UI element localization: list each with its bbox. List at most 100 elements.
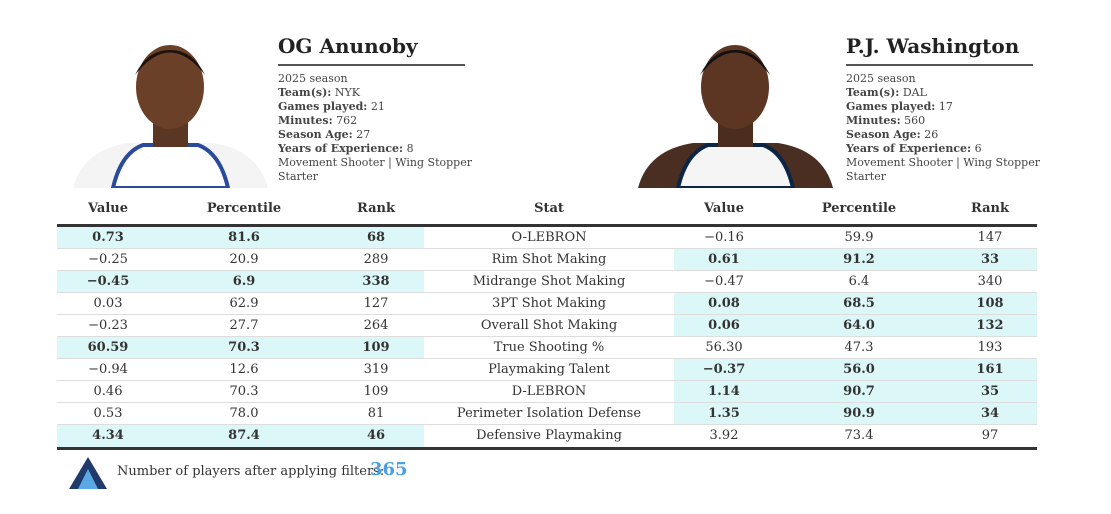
row-rule — [57, 402, 1037, 403]
table-cell: −0.16 — [704, 230, 744, 245]
detail-label: Years of Experience: — [846, 142, 972, 155]
table-cell: 1.35 — [708, 406, 740, 421]
highlight — [674, 249, 1037, 271]
roles: Movement Shooter | Wing Stopper — [278, 156, 472, 169]
table-cell: Rim Shot Making — [491, 252, 607, 267]
table-cell: O-LEBRON — [511, 230, 587, 245]
detail-value: 27 — [352, 128, 371, 141]
table-cell: 147 — [977, 230, 1003, 245]
header-rule — [57, 224, 1037, 227]
detail-value: 762 — [332, 114, 358, 127]
detail-label: Games played: — [278, 100, 368, 113]
table-cell: 62.9 — [229, 296, 259, 311]
table-cell: 27.7 — [229, 318, 259, 333]
table-cell: −0.37 — [702, 362, 746, 377]
highlight — [57, 227, 424, 249]
table-cell: 12.6 — [229, 362, 259, 377]
highlight — [674, 359, 1037, 381]
site-logo — [69, 457, 107, 489]
player-count: 365 — [370, 459, 408, 480]
status: Starter — [278, 170, 318, 183]
table-cell: 56.0 — [843, 362, 875, 377]
table-cell: Perimeter Isolation Defense — [456, 406, 642, 421]
table-cell: 70.3 — [229, 384, 259, 399]
table-cell: 81 — [367, 406, 385, 421]
detail: Games played: 21 — [278, 100, 385, 114]
table-cell: 6.9 — [232, 274, 256, 289]
table-cell: 68.5 — [843, 296, 875, 311]
table-cell: 97 — [981, 428, 999, 443]
table-cell: −0.25 — [88, 252, 128, 267]
row-rule — [57, 336, 1037, 337]
table-cell: −0.23 — [88, 318, 128, 333]
detail-label: Minutes: — [846, 114, 901, 127]
table-cell: 0.06 — [708, 318, 740, 333]
row-rule — [57, 380, 1037, 381]
table-cell: −0.94 — [88, 362, 128, 377]
table-cell: 319 — [363, 362, 389, 377]
name-underline — [846, 64, 1033, 66]
detail-value: 6 — [971, 142, 982, 155]
table-cell: 0.73 — [92, 230, 124, 245]
table-cell: 0.46 — [93, 384, 123, 399]
table-cell: 6.4 — [848, 274, 870, 289]
table-cell: −0.47 — [704, 274, 744, 289]
table-cell: 4.34 — [92, 428, 124, 443]
highlight — [674, 293, 1037, 315]
highlight — [57, 271, 424, 293]
season: 2025 season — [278, 72, 348, 85]
column-header: Stat — [534, 201, 564, 216]
detail-label: Games played: — [846, 100, 936, 113]
table-cell: Playmaking Talent — [488, 362, 610, 377]
table-cell: 64.0 — [843, 318, 875, 333]
row-rule — [57, 314, 1037, 315]
highlight — [57, 337, 424, 359]
table-cell: 56.30 — [705, 340, 743, 355]
detail: Years of Experience: 8 — [278, 142, 414, 156]
table-cell: 20.9 — [229, 252, 259, 267]
footer-text: Number of players after applying filters… — [117, 464, 385, 479]
table-cell: 78.0 — [229, 406, 259, 421]
table-cell: Midrange Shot Making — [472, 274, 626, 289]
table-cell: 0.08 — [708, 296, 740, 311]
table-cell: True Shooting % — [493, 340, 605, 355]
detail-value: 26 — [920, 128, 939, 141]
table-cell: 33 — [980, 252, 1000, 267]
detail: Season Age: 26 — [846, 128, 938, 142]
table-cell: 91.2 — [843, 252, 875, 267]
row-rule — [57, 358, 1037, 359]
bottom-rule — [57, 447, 1037, 450]
season: 2025 season — [846, 72, 916, 85]
table-cell: 340 — [977, 274, 1003, 289]
detail-label: Years of Experience: — [278, 142, 404, 155]
detail-label: Team(s): — [846, 86, 900, 99]
detail-value: NYK — [331, 86, 360, 99]
table-cell: 0.03 — [93, 296, 123, 311]
roles: Movement Shooter | Wing Stopper — [846, 156, 1040, 169]
table-cell: 1.14 — [708, 384, 740, 399]
detail: Team(s): NYK — [278, 86, 360, 100]
table-cell: 108 — [976, 296, 1004, 311]
detail-label: Team(s): — [278, 86, 332, 99]
table-cell: 68 — [366, 230, 386, 245]
highlight — [57, 425, 424, 447]
name-underline — [278, 64, 465, 66]
highlight — [674, 315, 1037, 337]
table-cell: 109 — [362, 340, 390, 355]
table-cell: 264 — [363, 318, 389, 333]
table-cell: 47.3 — [844, 340, 874, 355]
highlight — [674, 403, 1037, 425]
detail: Team(s): DAL — [846, 86, 927, 100]
column-header: Percentile — [206, 201, 282, 216]
detail-label: Season Age: — [278, 128, 353, 141]
detail-label: Season Age: — [846, 128, 921, 141]
detail: Season Age: 27 — [278, 128, 370, 142]
table-cell: 35 — [980, 384, 1000, 399]
table-cell: 60.59 — [87, 340, 129, 355]
row-rule — [57, 424, 1037, 425]
table-cell: 3.92 — [709, 428, 739, 443]
table-cell: Defensive Playmaking — [476, 428, 622, 443]
table-cell: 81.6 — [228, 230, 260, 245]
column-header: Percentile — [821, 201, 897, 216]
